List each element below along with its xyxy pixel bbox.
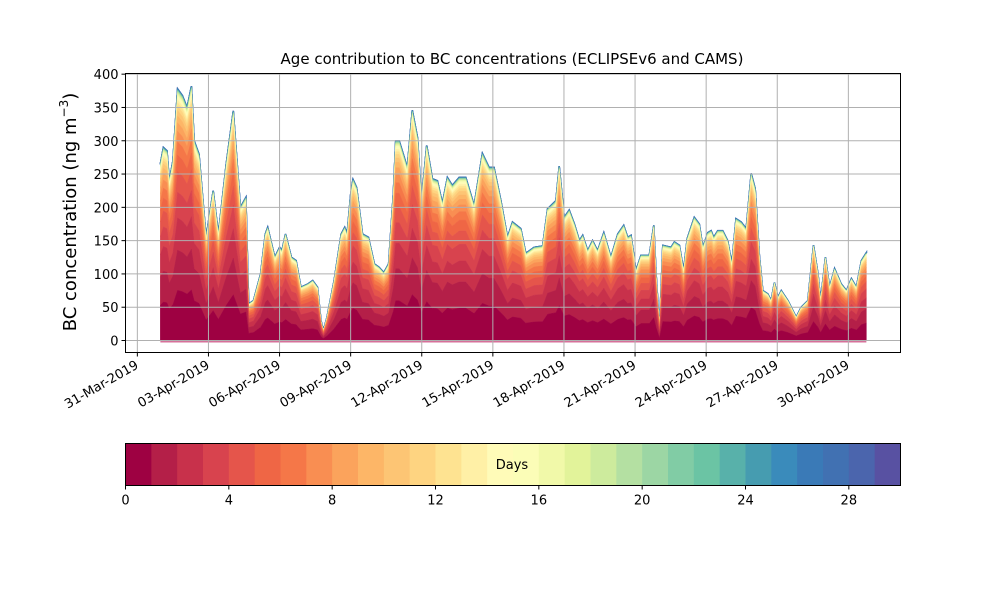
colorbar-swatch	[538, 443, 566, 486]
colorbar-swatch	[254, 443, 281, 486]
colorbar	[125, 443, 901, 486]
x-tick-label: 06-Apr-2019	[206, 358, 283, 411]
colorbar-swatch	[435, 443, 462, 486]
x-tick-label: 21-Apr-2019	[562, 358, 639, 411]
colorbar-swatch	[564, 443, 591, 486]
colorbar-swatch	[332, 443, 359, 486]
x-tick-label: 09-Apr-2019	[278, 358, 355, 411]
colorbar-swatch	[823, 443, 850, 486]
colorbar-swatch	[125, 443, 152, 486]
y-tick-label: 200	[94, 201, 119, 216]
y-tick-label: 250	[94, 168, 119, 183]
x-tick-label: 31-Mar-2019	[62, 358, 141, 412]
y-tick-label: 50	[102, 301, 119, 316]
colorbar-swatch	[693, 443, 721, 486]
colorbar-swatch	[719, 443, 746, 486]
colorbar-swatch	[409, 443, 436, 486]
colorbar-swatch	[797, 443, 824, 486]
colorbar-swatch	[874, 443, 901, 486]
colorbar-label: Days	[496, 458, 529, 473]
x-axis: 31-Mar-201903-Apr-201906-Apr-201909-Apr-…	[62, 352, 852, 412]
x-tick-label: 24-Apr-2019	[633, 358, 710, 411]
colorbar-swatch	[668, 443, 695, 486]
y-axis: 0 50 100 150 200 250 300 350 400	[94, 68, 126, 350]
y-tick-label: 0	[110, 335, 118, 350]
colorbar-swatch	[771, 443, 798, 486]
colorbar-swatch	[590, 443, 617, 486]
colorbar-swatch	[848, 443, 876, 486]
x-tick-label: 30-Apr-2019	[775, 358, 852, 411]
stacked-areas	[159, 86, 868, 343]
colorbar-swatch	[745, 443, 772, 486]
colorbar-swatch	[616, 443, 643, 486]
colorbar-swatch	[228, 443, 256, 486]
colorbar-swatch	[151, 443, 178, 486]
colorbar-swatch	[280, 443, 307, 486]
x-tick-label: 27-Apr-2019	[704, 358, 781, 411]
x-tick-label: 15-Apr-2019	[420, 358, 497, 411]
colorbar-swatch	[383, 443, 411, 486]
y-tick-label: 300	[94, 135, 119, 150]
y-axis-label: BC concentration (ng m−3)	[57, 93, 81, 332]
colorbar-swatch	[513, 443, 540, 486]
colorbar-tick-label: 4	[225, 494, 233, 509]
colorbar-tick-label: 0	[121, 494, 129, 509]
chart-title: Age contribution to BC concentrations (E…	[281, 50, 744, 68]
colorbar-swatch	[177, 443, 204, 486]
grid-overlay	[125, 73, 901, 353]
axes-frame	[125, 73, 901, 353]
colorbar-swatch	[306, 443, 333, 486]
colorbar-swatch	[203, 443, 230, 486]
y-tick-label: 400	[94, 68, 119, 83]
y-tick-label: 150	[94, 235, 119, 250]
colorbar-tick-label: 24	[737, 494, 754, 509]
colorbar-tick-label: 12	[427, 494, 444, 509]
colorbar-ticks: 0 4 8 12 16 20 24 28	[121, 485, 858, 509]
colorbar-swatch	[461, 443, 488, 486]
y-tick-label: 350	[94, 101, 119, 116]
colorbar-tick-label: 28	[841, 494, 858, 509]
colorbar-tick-label: 8	[328, 494, 336, 509]
colorbar-tick-label: 20	[634, 494, 651, 509]
y-tick-label: 100	[94, 268, 119, 283]
x-tick-label: 18-Apr-2019	[491, 358, 568, 411]
x-tick-label: 03-Apr-2019	[135, 358, 212, 411]
colorbar-swatch	[358, 443, 385, 486]
x-tick-label: 12-Apr-2019	[349, 358, 426, 411]
colorbar-tick-label: 16	[531, 494, 548, 509]
colorbar-frame	[125, 443, 901, 486]
colorbar-swatch	[487, 443, 514, 486]
colorbar-swatch	[642, 443, 669, 486]
